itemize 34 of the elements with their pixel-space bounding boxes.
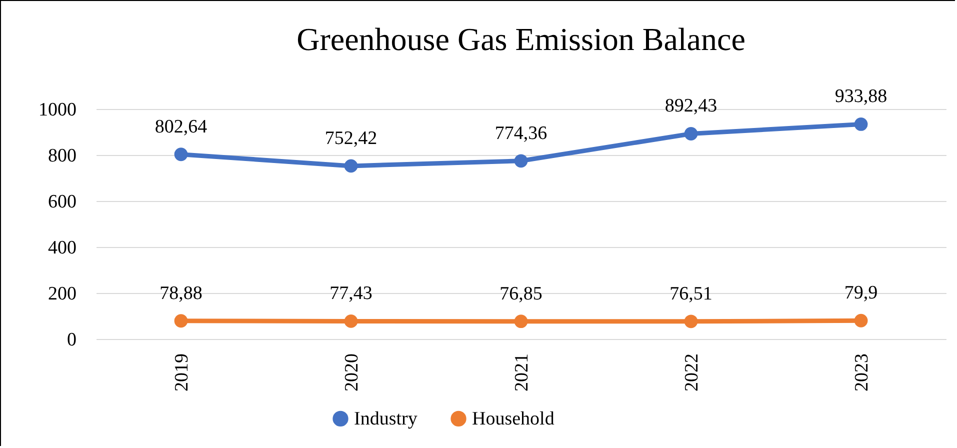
x-tick-label: 2020 [342,354,362,392]
point [344,314,358,328]
point [174,148,188,162]
point [344,159,358,173]
x-tick-label: 2021 [512,354,532,392]
x-tick-label: 2019 [172,354,192,392]
y-tick-label: 0 [67,330,76,350]
y-tick-label: 600 [48,192,76,212]
data-label: 78,88 [160,282,202,304]
data-label: 802,64 [154,116,208,138]
legend-label: Industry [354,408,418,430]
data-label: 752,42 [324,128,378,149]
point [854,118,868,131]
point [854,314,868,328]
point [684,127,698,140]
point [174,314,188,328]
point [684,314,698,328]
x-tick-label: 2022 [682,354,702,392]
y-tick-label: 1000 [38,100,76,120]
point [514,154,528,168]
data-label: 76,85 [500,283,542,304]
data-label: 76,51 [670,283,712,304]
x-tick-label: 2023 [852,354,872,392]
data-label: 774,36 [494,122,548,144]
point [514,314,528,328]
data-label: 79,9 [844,282,878,304]
chart-title: Greenhouse Gas Emission Balance [296,21,746,58]
legend-label: Household [472,408,555,430]
data-label: 77,43 [330,283,372,304]
y-tick-label: 800 [48,146,76,166]
data-label: 933,88 [834,86,888,108]
y-tick-label: 200 [48,284,76,304]
y-tick-label: 400 [48,238,76,258]
data-label: 892,43 [664,96,718,117]
